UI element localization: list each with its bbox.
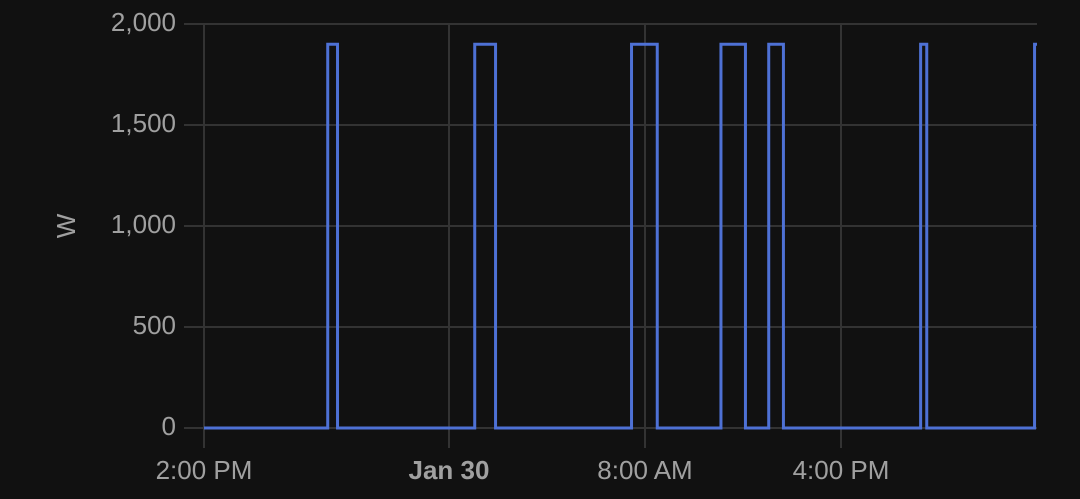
x-tick-label: 8:00 AM	[597, 455, 692, 485]
x-tick-label: Jan 30	[409, 455, 490, 485]
x-tick-label: 2:00 PM	[156, 455, 253, 485]
x-tick-label: 4:00 PM	[793, 455, 890, 485]
y-tick-label: 500	[133, 310, 176, 340]
y-tick-label: 0	[162, 411, 176, 441]
y-axis-label: W	[51, 213, 81, 238]
y-tick-label: 1,500	[111, 108, 176, 138]
data-line	[204, 42, 1037, 430]
y-tick-label: 2,000	[111, 7, 176, 37]
y-tick-label: 1,000	[111, 209, 176, 239]
